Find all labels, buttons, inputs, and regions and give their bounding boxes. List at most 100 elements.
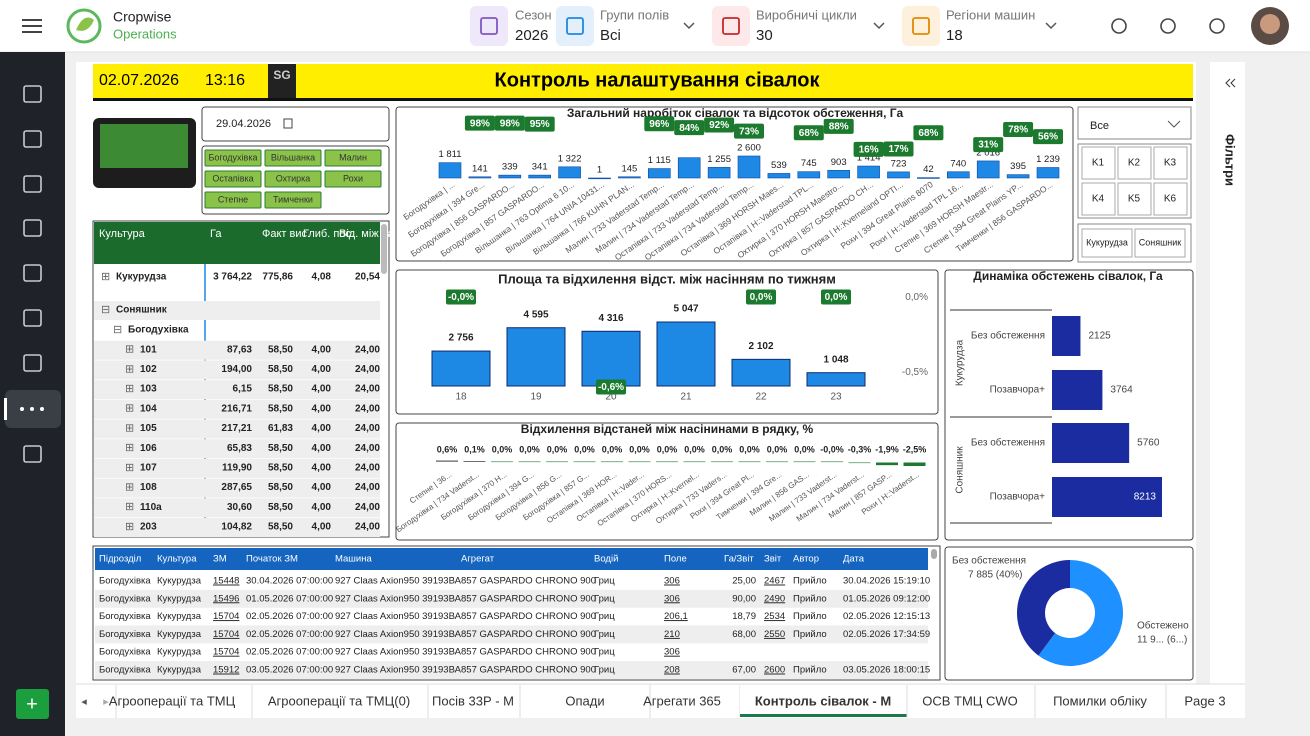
dropdown-chevron[interactable] — [1167, 120, 1181, 128]
collapse-icon[interactable] — [1225, 78, 1236, 88]
tab[interactable]: Контроль сівалок - М — [755, 693, 891, 708]
filter-icon-bg[interactable] — [556, 6, 594, 46]
unit-button[interactable] — [264, 149, 322, 167]
k-button[interactable] — [1081, 182, 1116, 216]
add-button[interactable] — [16, 689, 49, 719]
tree-row-label: Кукурудза — [116, 272, 167, 283]
toolbar-icon[interactable] — [1209, 18, 1225, 34]
toolbar-icon[interactable] — [1160, 18, 1176, 34]
crop-label: Соняшник — [1139, 237, 1182, 247]
unit-button[interactable] — [204, 191, 262, 209]
percent-badge — [973, 137, 1004, 153]
bar — [438, 162, 462, 179]
tree-expander[interactable]: ⊟ — [113, 324, 122, 336]
k-button[interactable] — [1081, 146, 1116, 180]
bar-value-label: 0,0% — [574, 444, 595, 454]
sidebar-icon[interactable] — [40, 407, 44, 411]
tab[interactable]: Агрооперації та ТМЦ — [109, 693, 236, 708]
unit-button[interactable] — [324, 170, 382, 188]
records-cell: 67,00 — [732, 665, 756, 676]
records-link: 206,1 — [664, 611, 688, 622]
unit-button[interactable] — [324, 149, 382, 167]
crop-button[interactable] — [1134, 228, 1186, 258]
filter-icon-bg[interactable] — [712, 6, 750, 46]
filter-chevron[interactable] — [683, 22, 695, 30]
bar-value-label: 5760 — [1137, 438, 1160, 449]
unit-button[interactable] — [264, 170, 322, 188]
records-cell: Гриц — [594, 593, 615, 604]
sidebar-icon[interactable] — [23, 85, 42, 103]
tab[interactable]: Посів 33Р - М — [432, 693, 514, 708]
sidebar-icon[interactable] — [23, 264, 42, 282]
tree-expander[interactable]: ⊞ — [125, 422, 134, 434]
filter-label: Виробничі цикли — [756, 7, 857, 22]
k-button[interactable] — [1117, 146, 1152, 180]
tree-expander[interactable]: ⊞ — [125, 442, 134, 454]
records-scrollbar[interactable] — [931, 549, 937, 559]
records-cell: 02.05.2026 12:15:13 — [843, 611, 930, 622]
records-header-cell: Водій — [594, 554, 618, 565]
sidebar-icon[interactable] — [23, 445, 42, 463]
percent-badge-label: -0,0% — [448, 292, 474, 303]
bar-value-label: 4 595 — [523, 309, 548, 320]
records-link: 2467 — [764, 576, 785, 587]
tree-cell: 4,00 — [312, 463, 332, 474]
tab-scroll-left[interactable]: ◂ — [81, 696, 87, 708]
sidebar-icon[interactable] — [23, 354, 42, 372]
menu-button[interactable] — [22, 19, 42, 33]
tree-cell: 58,50 — [268, 403, 293, 414]
k-button[interactable] — [1153, 182, 1188, 216]
crop-button[interactable] — [1081, 228, 1133, 258]
bar — [793, 461, 816, 463]
tree-expander[interactable]: ⊞ — [125, 521, 134, 533]
all-dropdown — [1077, 106, 1192, 140]
unit-button[interactable] — [204, 170, 262, 188]
tree-expander[interactable]: ⊞ — [125, 403, 134, 415]
filter-chevron[interactable] — [1045, 22, 1057, 30]
unit-label: Богодухівка — [209, 152, 258, 162]
date-picker-icon[interactable] — [283, 118, 293, 129]
bar-value-label: 42 — [923, 164, 934, 175]
sidebar-icon[interactable] — [23, 309, 42, 327]
bar — [1052, 316, 1081, 356]
tree-expander[interactable]: ⊞ — [125, 383, 134, 395]
sidebar-icon[interactable] — [23, 130, 42, 148]
toolbar-icon[interactable] — [1111, 18, 1127, 34]
tree-expander[interactable]: ⊞ — [101, 271, 110, 283]
tree-expander[interactable]: ⊞ — [125, 344, 134, 356]
filter-chevron[interactable] — [873, 22, 885, 30]
tab[interactable]: Page 3 — [1184, 693, 1225, 708]
bar — [737, 155, 761, 179]
k-button[interactable] — [1153, 146, 1188, 180]
bar — [806, 372, 866, 387]
tab-scroll-right[interactable]: ▸ — [103, 696, 109, 708]
bar-value-label: -0,0% — [820, 444, 844, 454]
sidebar-icon[interactable] — [23, 219, 42, 237]
sidebar-icon[interactable] — [23, 175, 42, 193]
records-row-bg — [95, 661, 928, 679]
tree-expander[interactable]: ⊞ — [125, 363, 134, 375]
tab[interactable]: Агрегати 365 — [643, 693, 721, 708]
filter-icon-bg[interactable] — [470, 6, 508, 46]
tab[interactable]: Опади — [565, 693, 604, 708]
tab[interactable]: Помилки обліку — [1053, 693, 1147, 708]
sidebar-icon[interactable] — [30, 407, 34, 411]
sidebar-icon[interactable] — [20, 407, 24, 411]
k-button[interactable] — [1117, 182, 1152, 216]
tab[interactable]: ОСВ ТМЦ CWO — [922, 693, 1018, 708]
tree-expander[interactable]: ⊟ — [101, 304, 110, 316]
tree-row-label: 105 — [140, 423, 157, 434]
bar — [711, 461, 733, 463]
unit-button[interactable] — [264, 191, 322, 209]
tree-scrollbar[interactable] — [381, 224, 387, 274]
bar — [917, 177, 940, 179]
records-cell: 927 Claas Axion950 39193ВА — [335, 665, 462, 676]
tree-expander[interactable]: ⊞ — [125, 482, 134, 494]
tree-expander[interactable]: ⊞ — [125, 501, 134, 513]
unit-button[interactable] — [204, 149, 262, 167]
tab[interactable]: Агрооперації та ТМЦ(0) — [268, 693, 410, 708]
records-cell: 30.04.2026 15:19:10 — [843, 576, 930, 587]
tree-expander[interactable]: ⊞ — [125, 462, 134, 474]
report-time: 13:16 — [205, 72, 245, 89]
filter-icon-bg[interactable] — [902, 6, 940, 46]
